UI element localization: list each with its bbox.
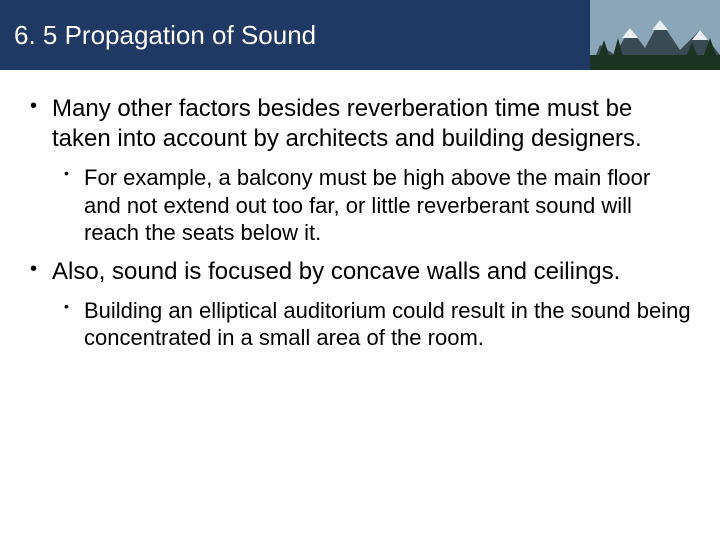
slide-header: 6. 5 Propagation of Sound	[0, 0, 720, 70]
bullet-text: Many other factors besides reverberation…	[52, 95, 642, 152]
list-item: For example, a balcony must be high abov…	[52, 164, 692, 247]
bullet-list-level2: For example, a balcony must be high abov…	[52, 164, 692, 247]
list-item: Many other factors besides reverberation…	[28, 94, 692, 247]
bullet-text: Building an elliptical auditorium could …	[84, 298, 691, 351]
slide-content: Many other factors besides reverberation…	[0, 70, 720, 352]
list-item: Also, sound is focused by concave walls …	[28, 257, 692, 352]
list-item: Building an elliptical auditorium could …	[52, 297, 692, 352]
bullet-list-level1: Many other factors besides reverberation…	[28, 94, 692, 352]
bullet-list-level2: Building an elliptical auditorium could …	[52, 297, 692, 352]
slide-title: 6. 5 Propagation of Sound	[0, 20, 316, 51]
bullet-text: Also, sound is focused by concave walls …	[52, 258, 620, 285]
header-decor-image	[590, 0, 720, 70]
bullet-text: For example, a balcony must be high abov…	[84, 165, 650, 245]
